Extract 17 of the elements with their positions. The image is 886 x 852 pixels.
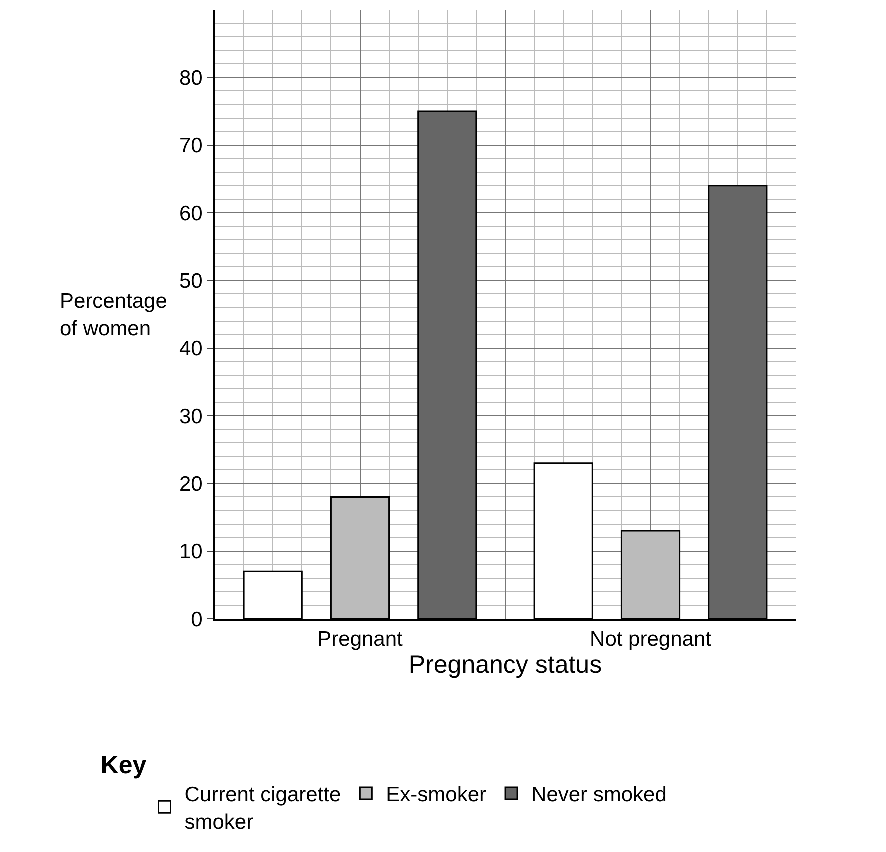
y-tick-label: 20 — [179, 473, 203, 496]
y-tick-label: 0 — [191, 608, 203, 632]
y-tick-label: 10 — [179, 540, 203, 564]
x-tick-label: Not pregnant — [590, 628, 712, 652]
y-tick-label: 80 — [179, 67, 203, 90]
y-tick-label: 60 — [179, 202, 203, 226]
legend-label: Ex-smoker — [386, 784, 487, 807]
y-tick-label: 50 — [179, 270, 203, 294]
legend-label: Never smoked — [532, 784, 667, 807]
y-tick-label: 40 — [179, 338, 203, 361]
y-tick-label: 70 — [179, 134, 203, 158]
legend-title: Key — [100, 751, 147, 780]
y-tick-label: 30 — [179, 405, 203, 428]
x-tick-label: Pregnant — [318, 628, 404, 652]
legend-label: Current cigarette smoker — [184, 784, 342, 834]
x-axis-title: Pregnancy status — [408, 651, 602, 680]
y-axis-title: Percentage of women — [60, 290, 168, 340]
